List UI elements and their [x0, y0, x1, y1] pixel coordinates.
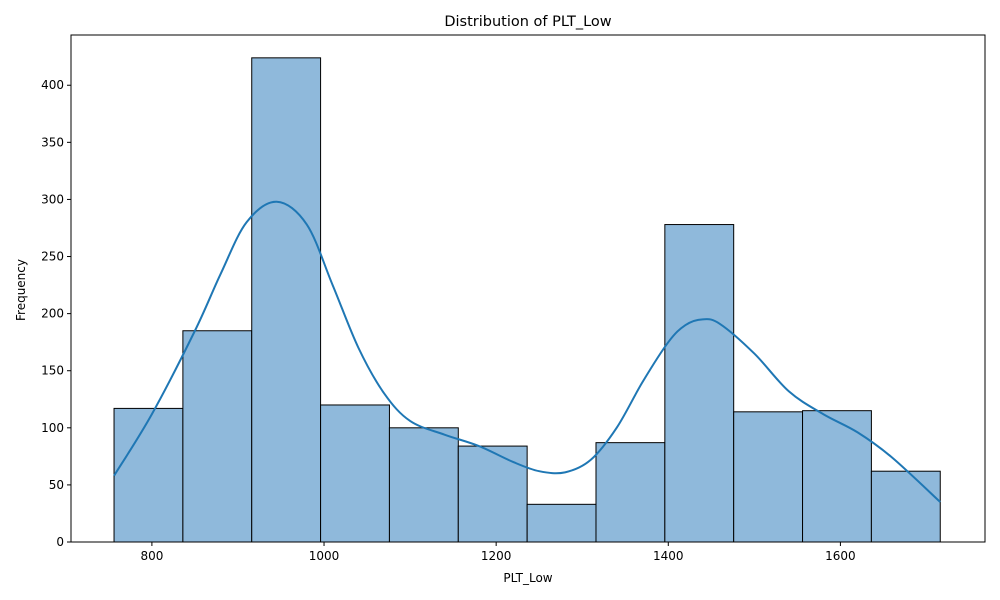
y-axis: 0 50 100 150 200 250 300 350 400: [41, 78, 71, 549]
y-axis-title: Frequency: [14, 259, 28, 321]
plot-frame: [70, 34, 986, 543]
x-tick-label: 1200: [481, 549, 512, 563]
x-tick-label: 800: [140, 549, 163, 563]
histogram-bar-1: [182, 330, 253, 543]
histogram-bar-8: [664, 224, 735, 543]
histogram-bar-2: [251, 57, 322, 543]
x-tick-label: 1600: [825, 549, 856, 563]
histogram-bar-0: [113, 407, 184, 543]
histogram-bar-4: [388, 427, 459, 543]
y-tick-label: 300: [41, 192, 64, 206]
bars-group: [113, 57, 941, 543]
x-axis: 800 1000 1200 1400 1600: [140, 542, 856, 563]
y-tick-label: 50: [49, 478, 64, 492]
y-tick-label: 150: [41, 364, 64, 378]
histogram-bar-7: [595, 442, 666, 543]
kde-line: [113, 200, 941, 503]
histogram-bar-9: [733, 411, 804, 543]
y-tick-label: 350: [41, 135, 64, 149]
chart-title: Distribution of PLT_Low: [444, 14, 611, 30]
y-tick-label: 0: [56, 535, 64, 549]
histogram-bar-6: [526, 503, 597, 543]
histogram-bar-5: [457, 445, 528, 543]
x-tick-label: 1000: [309, 549, 340, 563]
y-tick-label: 200: [41, 307, 64, 321]
y-tick-label: 250: [41, 250, 64, 264]
y-tick-label: 100: [41, 421, 64, 435]
x-axis-title: PLT_Low: [503, 571, 552, 585]
histogram-bar-3: [320, 404, 390, 543]
x-tick-label: 1400: [653, 549, 684, 563]
histogram-bar-10: [802, 410, 872, 543]
y-tick-label: 400: [41, 78, 64, 92]
histogram-bar-11: [870, 470, 941, 543]
